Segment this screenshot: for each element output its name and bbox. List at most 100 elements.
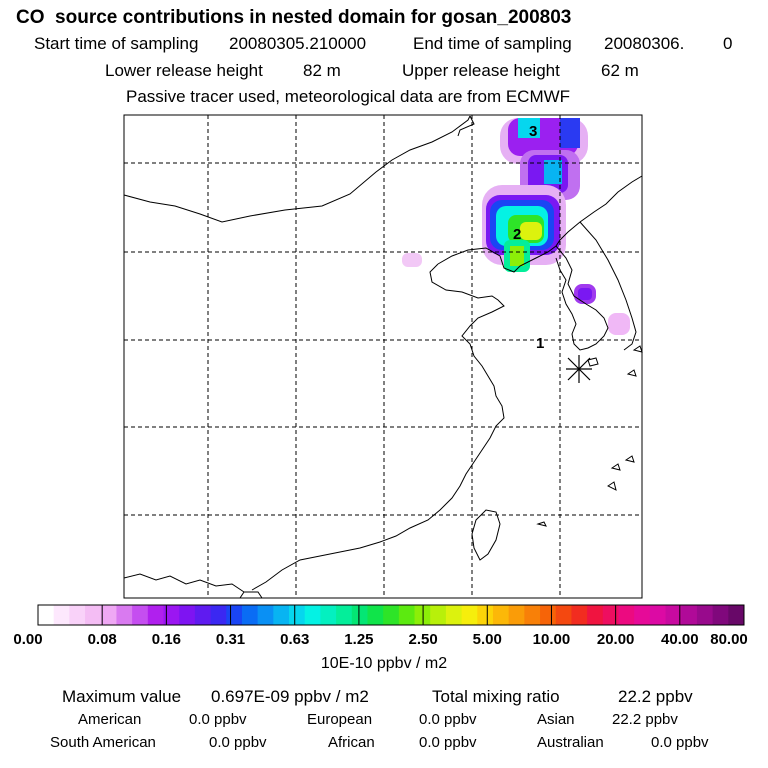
colorbar-units: 10E-10 ppbv / m2	[320, 655, 448, 672]
colorbar-segment	[524, 605, 541, 625]
colorbar-tick-label: 1.25	[344, 631, 374, 648]
end-time-extra: 0	[723, 34, 733, 53]
colorbar-segment	[492, 605, 510, 625]
hainan	[239, 591, 263, 599]
south-american-label: South American	[50, 734, 156, 751]
mongolia-border	[123, 115, 471, 223]
colorbar-segment	[540, 605, 557, 625]
colorbar-segment	[618, 605, 635, 625]
colorbar-segment	[665, 605, 682, 625]
european-label: European	[307, 711, 373, 728]
colorbar-segment	[132, 605, 149, 625]
colorbar-tick-label: 0.31	[215, 631, 246, 648]
colorbar-segment	[210, 605, 227, 625]
colorbar-segment	[241, 605, 259, 625]
colorbar-segment	[351, 605, 368, 625]
colorbar-segment	[116, 605, 133, 625]
bohai-coast	[437, 175, 643, 273]
plume-cell	[402, 253, 422, 267]
colorbar-segment	[508, 605, 525, 625]
colorbar-segment	[587, 605, 604, 625]
jeju	[587, 357, 599, 367]
china-south-border	[123, 573, 245, 593]
korea-coast	[555, 245, 609, 351]
receptor-asterisk-icon	[566, 355, 592, 383]
total-mixing-value: 22.2 ppbv	[618, 687, 693, 706]
plot-frame	[123, 114, 643, 599]
colorbar-segment	[712, 605, 729, 625]
colorbar-segment	[728, 605, 745, 625]
colorbar-segment	[304, 605, 321, 625]
manchuria-border	[457, 115, 475, 137]
upper-height-value: 62 m	[601, 61, 639, 80]
taiwan	[471, 509, 501, 561]
colorbar-segment	[320, 605, 337, 625]
colorbar-segment	[430, 605, 447, 625]
max-value: 0.697E-09 ppbv / m2	[211, 687, 369, 706]
colorbar-segment	[53, 605, 70, 625]
plume-cell	[518, 118, 540, 138]
map-label-3: 3	[529, 123, 537, 140]
end-time-label: End time of sampling	[413, 34, 572, 53]
colorbar-segment	[179, 605, 196, 625]
shandong-coast	[251, 263, 505, 591]
max-value-label: Maximum value	[62, 687, 182, 706]
african-value: 0.0 ppbv	[419, 734, 477, 751]
african-label: African	[328, 734, 375, 751]
european-value: 0.0 ppbv	[419, 711, 477, 728]
colorbar-segment	[257, 605, 274, 625]
colorbar-segment	[681, 605, 698, 625]
tracer-note: Passive tracer used, meteorological data…	[126, 87, 571, 106]
grid-lines	[124, 115, 642, 598]
australian-value: 0.0 ppbv	[651, 734, 709, 751]
map-label-1: 1	[536, 335, 544, 352]
plume-cell	[560, 118, 580, 148]
colorbar	[37, 604, 745, 626]
colorbar-segment	[100, 605, 117, 625]
colorbar-segment	[69, 605, 86, 625]
colorbar-segment	[555, 605, 572, 625]
colorbar-tick-label: 0.08	[87, 631, 117, 648]
colorbar-tick-label: 20.00	[596, 631, 635, 648]
colorbar-tick-label: 5.00	[472, 631, 502, 648]
colorbar-segment	[461, 605, 478, 625]
colorbar-segment	[367, 605, 384, 625]
american-value: 0.0 ppbv	[189, 711, 247, 728]
colorbar-tick-label: 80.00	[710, 631, 748, 648]
colorbar-tick-label: 10.00	[532, 631, 571, 648]
colorbar-segment	[147, 605, 165, 625]
colorbar-segment	[226, 605, 243, 625]
plume-cell	[520, 222, 542, 240]
lower-height-value: 82 m	[303, 61, 341, 80]
south-american-value: 0.0 ppbv	[209, 734, 267, 751]
colorbar-segment	[85, 605, 102, 625]
plume-cell	[578, 288, 592, 300]
american-label: American	[78, 711, 142, 728]
coastlines	[123, 115, 643, 599]
japan-islands	[536, 345, 643, 527]
colorbar-tick-label: 0.00	[13, 631, 43, 648]
colorbar-segment	[571, 605, 588, 625]
colorbar-segment	[194, 605, 212, 625]
colorbar-segment	[163, 605, 180, 625]
korea-east-coast	[579, 221, 637, 351]
plume-cell	[544, 160, 562, 184]
colorbar-segment	[445, 605, 463, 625]
map-label-2: 2	[513, 226, 521, 243]
colorbar-segment	[289, 605, 306, 625]
lower-height-label: Lower release height	[105, 61, 263, 80]
colorbar-segment	[273, 605, 290, 625]
colorbar-tick-label: 0.63	[280, 631, 310, 648]
colorbar-tick-label: 40.00	[661, 631, 699, 648]
colorbar-segment	[38, 605, 55, 625]
asian-label: Asian	[537, 711, 575, 728]
colorbar-segment	[649, 605, 667, 625]
total-mixing-label: Total mixing ratio	[432, 687, 560, 706]
colorbar-segment	[336, 605, 353, 625]
colorbar-segment	[383, 605, 400, 625]
upper-height-label: Upper release height	[402, 61, 560, 80]
plume-cell	[608, 313, 630, 335]
colorbar-tick-label: 0.16	[151, 631, 181, 648]
plume-cell	[510, 246, 524, 266]
